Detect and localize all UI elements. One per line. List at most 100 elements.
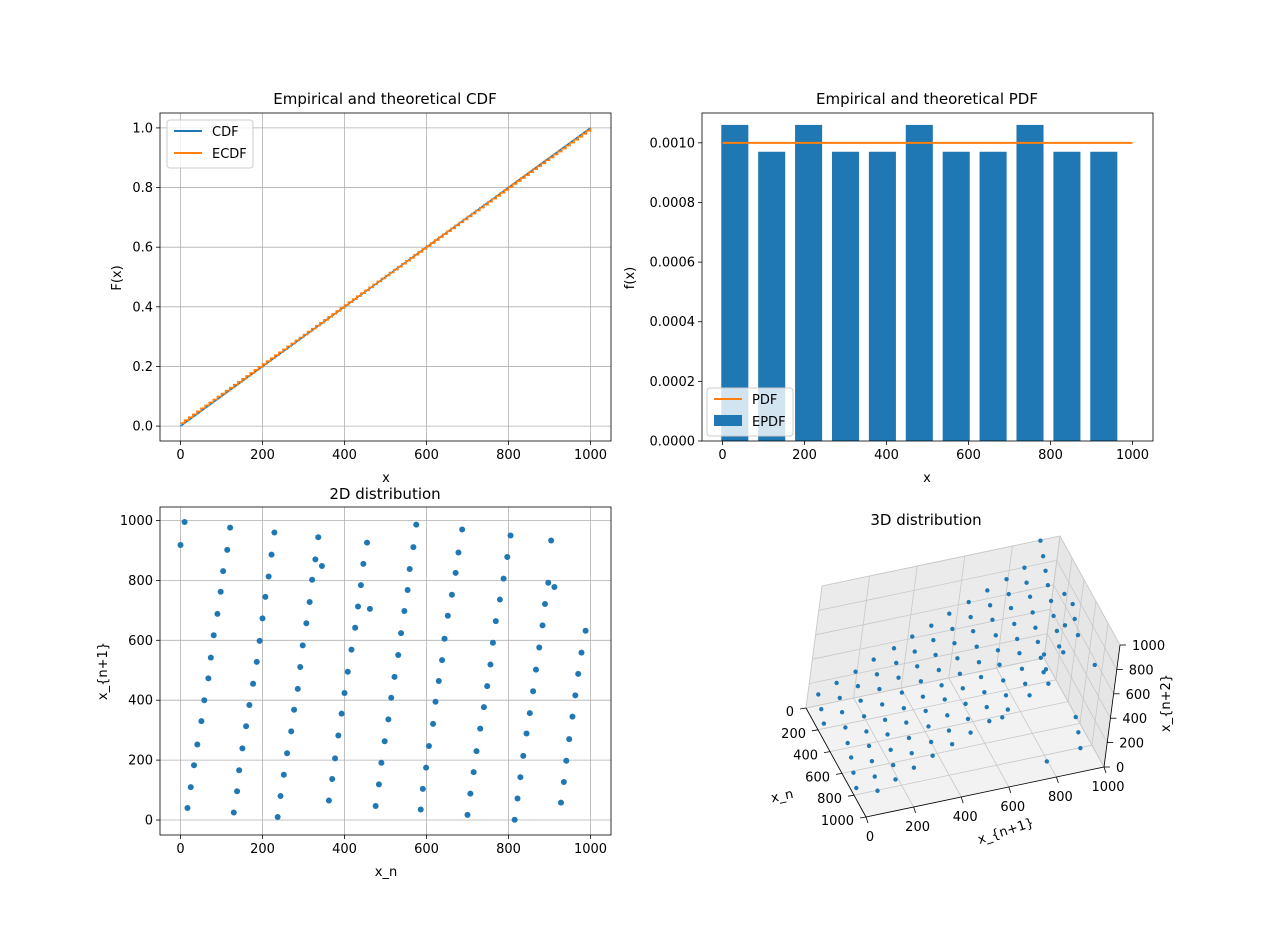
scatter3d-ztick-label: 0 [1116, 761, 1124, 776]
scatter3d-point [976, 660, 982, 665]
scatter2d-point [306, 598, 313, 605]
scatter2d-point [489, 639, 496, 646]
scatter2d-xtick-label: 200 [250, 842, 275, 857]
scatter3d-point [997, 662, 1002, 667]
scatter2d-point [312, 556, 319, 563]
scatter3d-point [888, 747, 893, 753]
scatter2d-point [210, 632, 217, 639]
scatter2d-point [578, 649, 585, 656]
scatter3d-grid-side-z [1059, 535, 1121, 646]
scatter2d-point [214, 610, 221, 617]
pdf-title: Empirical and theoretical PDF [816, 90, 1038, 108]
scatter2d-point [262, 593, 269, 600]
scatter3d-point [926, 724, 931, 729]
scatter3d-point [995, 648, 1001, 653]
cdf-ytick-label: 1.0 [132, 121, 153, 136]
scatter3d-subplot: 3D distribution 0 200 400 600 800 1000 0 200 400… [770, 511, 1174, 848]
scatter3d-point [1054, 628, 1060, 634]
epdf-bar [1016, 124, 1044, 441]
scatter2d-point [198, 718, 205, 725]
scatter2d-point [560, 778, 567, 785]
scatter2d-point [366, 605, 373, 612]
scatter2d-point [309, 576, 316, 583]
scatter3d-grid-back-z [809, 633, 1048, 684]
scatter2d-point [417, 806, 424, 813]
scatter3d-point [955, 656, 960, 661]
scatter3d-point [1027, 594, 1033, 599]
scatter3d-point [1014, 636, 1020, 642]
scatter3d-point [947, 611, 952, 616]
scatter3d-ytick-mark [865, 816, 869, 824]
scatter3d-point [936, 667, 942, 673]
scatter3d-point [896, 675, 901, 680]
scatter2d-point [360, 560, 367, 567]
scatter2d-ylabel: x_{n+1} [96, 642, 111, 700]
scatter3d-ytick-mark [913, 806, 916, 814]
scatter3d-point [1062, 591, 1067, 597]
scatter2d-point [303, 620, 310, 627]
scatter2d-point [413, 521, 420, 528]
scatter3d-ytick-mark [1103, 766, 1107, 774]
scatter2d-point [256, 637, 263, 644]
epdf-bar [795, 124, 823, 441]
cdf-xtick-label: 400 [332, 448, 357, 463]
scatter3d-point [853, 669, 858, 674]
pdf-ylabel: f(x) [623, 267, 638, 289]
scatter3d-grid-side-z [1053, 584, 1114, 694]
scatter2d-point [227, 524, 234, 531]
scatter2d-point [536, 644, 543, 651]
cdf-ytick-label: 0.4 [132, 300, 153, 315]
scatter2d-xlabel: x_n [375, 865, 397, 880]
scatter2d-point [184, 805, 191, 812]
scatter3d-ytick-mark [960, 796, 964, 804]
scatter3d-grid-side-x [1079, 601, 1097, 724]
scatter2d-point [315, 534, 322, 541]
scatter3d-xtick-label: 600 [805, 770, 830, 785]
scatter3d-point [1046, 681, 1051, 686]
scatter3d-point [839, 709, 845, 715]
scatter2d-point [448, 591, 455, 598]
scatter3d-point [855, 683, 861, 689]
scatter2d-point [526, 710, 533, 717]
scatter2d-point [532, 666, 539, 673]
scatter2d-point [520, 752, 527, 759]
scatter2d-point [582, 627, 589, 634]
scatter2d-point [557, 799, 564, 806]
scatter3d-grid-back-y [853, 575, 870, 699]
scatter3d-ytick-mark [1008, 786, 1012, 794]
scatter3d-point [1038, 655, 1044, 660]
scatter2d-point [569, 713, 576, 720]
scatter3d-point [909, 750, 914, 756]
pdf-legend-label-pdf: PDF [752, 393, 777, 408]
scatter3d-point [1003, 693, 1009, 698]
scatter2d-ytick-label: 600 [128, 634, 153, 649]
scatter2d-xtick-label: 600 [414, 842, 439, 857]
scatter3d-ytick-mark [1056, 776, 1059, 784]
scatter3d-point [1006, 591, 1011, 597]
cdf-legend: CDF ECDF [166, 119, 254, 169]
scatter2d-point [551, 583, 558, 590]
scatter3d-point [1038, 538, 1043, 543]
scatter3d-point [1051, 613, 1056, 619]
scatter3d-point [879, 702, 885, 707]
scatter3d-point [965, 716, 971, 722]
scatter2d-point [187, 784, 194, 791]
scatter2d-point [375, 781, 382, 788]
scatter3d-point [1078, 745, 1083, 751]
scatter3d-point [1012, 621, 1017, 627]
scatter2d-point [207, 654, 214, 661]
scatter3d-point [966, 599, 971, 605]
scatter3d-xtick-mark [847, 794, 855, 797]
scatter3d-ztick-label: 400 [1122, 712, 1147, 727]
scatter2d-point [364, 539, 371, 546]
scatter3d-grid-floor-y [996, 667, 1057, 778]
scatter2d-point [280, 771, 287, 778]
scatter3d-point [942, 697, 947, 702]
scatter3d-point [1035, 639, 1041, 645]
scatter2d-point [477, 725, 484, 732]
scatter3d-point [920, 694, 926, 699]
scatter2d-point [563, 757, 570, 764]
scatter3d-point [915, 664, 920, 669]
scatter2d-xtick-label: 0 [176, 842, 184, 857]
scatter2d-point [239, 745, 246, 752]
